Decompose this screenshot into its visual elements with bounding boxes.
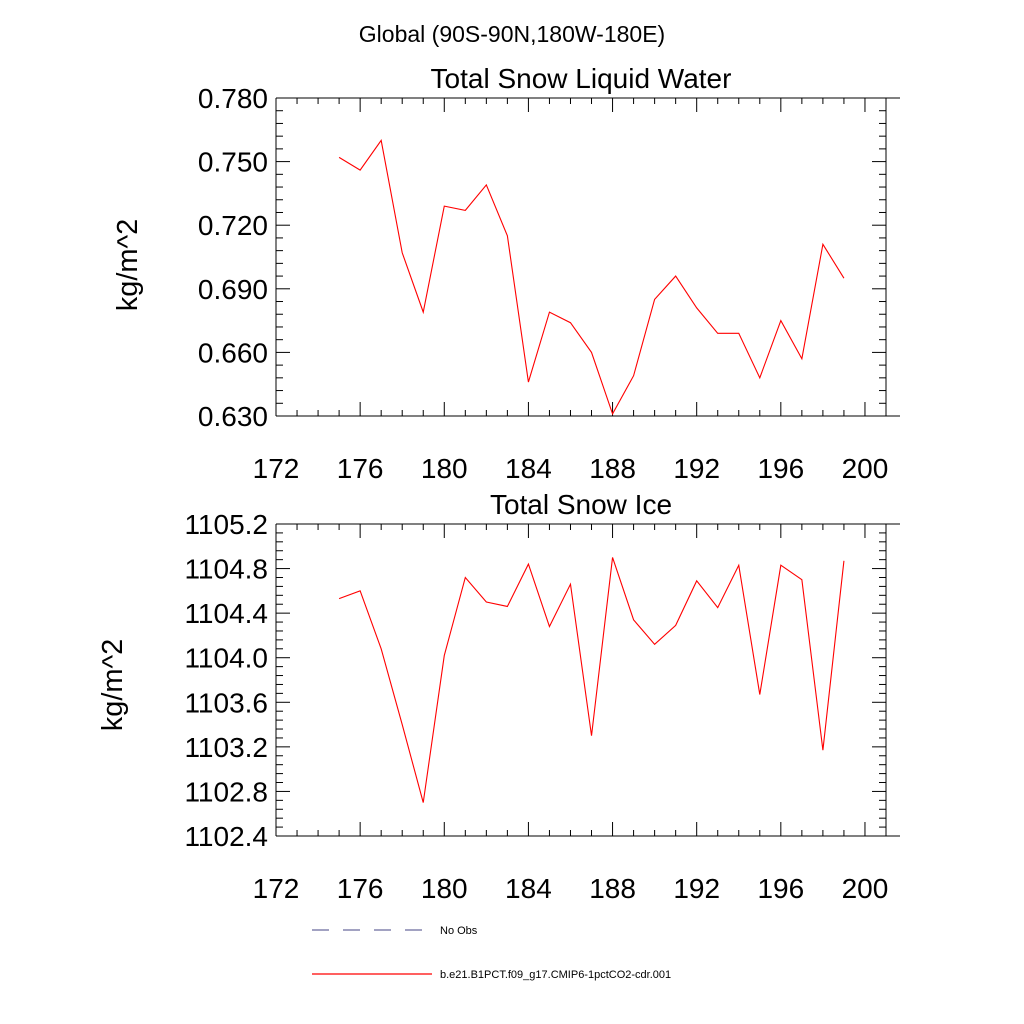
x-tick-label: 172 bbox=[253, 873, 300, 904]
x-tick-label: 188 bbox=[589, 873, 636, 904]
y-tick-label: 1102.4 bbox=[184, 821, 268, 852]
x-tick-label: 180 bbox=[421, 873, 468, 904]
legend-obs-label: No Obs bbox=[440, 925, 478, 937]
y-tick-label: 0.780 bbox=[198, 83, 268, 114]
y-tick-label: 0.750 bbox=[198, 147, 268, 178]
series-line bbox=[338, 139, 845, 416]
x-tick-label: 196 bbox=[757, 453, 804, 484]
y-tick-label: 1102.8 bbox=[184, 776, 268, 807]
series-line bbox=[338, 557, 845, 803]
x-tick-label: 176 bbox=[337, 453, 384, 484]
x-tick-label: 184 bbox=[505, 453, 552, 484]
y-tick-label: 0.720 bbox=[198, 210, 268, 241]
x-tick-label: 184 bbox=[505, 873, 552, 904]
y-tick-label: 0.630 bbox=[198, 401, 268, 432]
y-tick-label: 0.660 bbox=[198, 337, 268, 368]
x-tick-label: 200 bbox=[842, 453, 889, 484]
y-axis-label: kg/m^2 bbox=[97, 639, 129, 732]
y-tick-label: 1105.2 bbox=[184, 509, 268, 540]
x-tick-label: 192 bbox=[673, 453, 720, 484]
x-tick-label: 196 bbox=[757, 873, 804, 904]
x-tick-label: 188 bbox=[589, 453, 636, 484]
y-tick-label: 1104.4 bbox=[184, 598, 268, 629]
y-tick-label: 0.690 bbox=[198, 274, 268, 305]
x-tick-label: 180 bbox=[421, 453, 468, 484]
panel-title: Total Snow Liquid Water bbox=[431, 63, 732, 94]
x-tick-label: 192 bbox=[673, 873, 720, 904]
y-tick-label: 1103.2 bbox=[184, 732, 268, 763]
region-title: Global (90S-90N,180W-180E) bbox=[359, 21, 665, 47]
panel-snow-ice: Total Snow Ice kg/m^2 172 176 180 184 188 192… bbox=[97, 489, 900, 904]
panel-title: Total Snow Ice bbox=[490, 489, 672, 520]
panel-snow-liquid-water: Total Snow Liquid Water kg/m^2 172 176 180… bbox=[112, 63, 900, 484]
legend-model-label: b.e21.B1PCT.f09_g17.CMIP6-1pctCO2-cdr.00… bbox=[440, 969, 671, 981]
y-axis-label: kg/m^2 bbox=[112, 219, 144, 312]
x-tick-label: 176 bbox=[337, 873, 384, 904]
y-tick-label: 1104.8 bbox=[184, 554, 268, 585]
x-tick-label: 200 bbox=[842, 873, 889, 904]
legend: No Obs b.e21.B1PCT.f09_g17.CMIP6-1pctCO2… bbox=[312, 925, 671, 981]
y-tick-label: 1104.0 bbox=[184, 643, 268, 674]
x-tick-label: 172 bbox=[253, 453, 300, 484]
y-tick-label: 1103.6 bbox=[184, 687, 268, 718]
